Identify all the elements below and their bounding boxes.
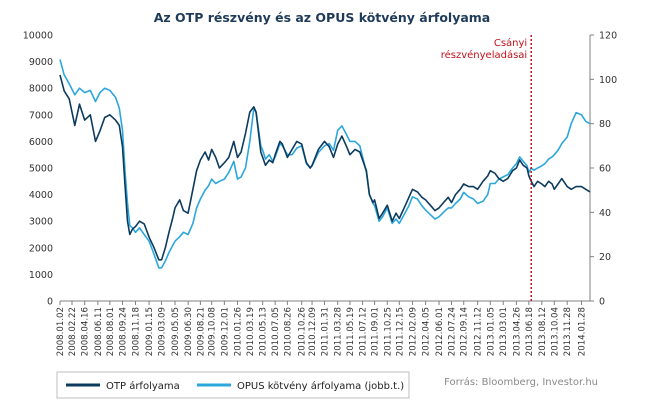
x-tick-label: 2009.12.01 — [220, 307, 230, 356]
x-tick-label: 2008.11.18 — [131, 307, 141, 356]
y-left-tick-label: 1000 — [29, 270, 53, 281]
x-tick-label: 2009.06.30 — [184, 307, 194, 356]
annotation-text-line-1: Csányi — [494, 37, 527, 49]
x-tick-label: 2010.01.26 — [234, 307, 244, 356]
legend-label-opus: OPUS kötvény árfolyama (jobb.t.) — [237, 380, 404, 392]
source-note: Forrás: Bloomberg, Investor.hu — [444, 376, 598, 388]
y-left-tick-label: 8000 — [29, 84, 53, 95]
x-tick-label: 2013.11.28 — [563, 307, 573, 356]
x-tick-label: 2009.08.21 — [196, 307, 206, 356]
y-right-tick-label: 0 — [599, 297, 605, 308]
x-tick-label: 2010.12.09 — [308, 307, 318, 356]
y-right-tick-label: 40 — [599, 208, 611, 219]
x-tick-label: 2014.01.28 — [578, 307, 588, 356]
x-tick-label: 2011.03.28 — [334, 307, 344, 356]
x-tick-label: 2008.02.22 — [68, 307, 78, 356]
x-tick-label: 2010.05.13 — [259, 307, 269, 356]
y-left-tick-label: 7000 — [29, 110, 53, 121]
x-tick-label: 2013.01.05 — [486, 307, 496, 356]
x-tick-label: 2008.01.02 — [56, 307, 66, 356]
x-ticks: 2008.01.02 2008.02.22 2008.04.16 2008.06.11… — [56, 301, 588, 356]
x-tick-label: 2010.03.19 — [246, 307, 256, 356]
x-tick-label: 2008.09.24 — [119, 307, 129, 356]
x-tick-label: 2009.01.15 — [145, 307, 155, 356]
legend-box — [56, 371, 410, 399]
y-right-tick-label: 20 — [599, 252, 611, 263]
x-tick-label: 2011.12.15 — [395, 307, 405, 356]
legend-label-otp: OTP árfolyama — [106, 380, 180, 392]
series-line-otp — [59, 74, 591, 261]
x-tick-label: 2013.04.26 — [512, 307, 522, 356]
x-tick-label: 2009.03.09 — [158, 307, 168, 356]
x-tick-label: 2009.05.05 — [171, 307, 181, 356]
y-right-ticks: 0 20 40 60 80 100 120 — [590, 31, 617, 308]
x-tick-label: 2011.07.12 — [359, 307, 369, 356]
x-tick-label: 2008.08.01 — [106, 307, 116, 356]
x-tick-label: 2011.10.25 — [383, 307, 393, 356]
y-left-ticks: 0 1000 2000 3000 4000 5000 6000 7000 8000 9000 100… — [23, 31, 53, 308]
x-tick-label: 2011.01.31 — [321, 307, 331, 356]
x-tick-label: 2011.05.19 — [346, 307, 356, 356]
plot-area: 0100020003000400050006000700080009000100… — [23, 31, 617, 357]
y-left-tick-label: 0 — [47, 297, 53, 308]
y-right-tick-label: 60 — [599, 164, 611, 175]
x-tick-label: 2008.06.11 — [94, 307, 104, 356]
legend: OTP árfolyama OPUS kötvény árfolyama (jo… — [56, 371, 410, 399]
x-tick-label: 2012.06.01 — [435, 307, 445, 356]
x-tick-label: 2012.11.12 — [474, 307, 484, 356]
annotation-text-line-2: részvényeladásai — [441, 49, 527, 61]
x-tick-label: 2010.08.26 — [283, 307, 293, 356]
chart-title: Az OTP részvény és az OPUS kötvény árfol… — [154, 10, 491, 25]
x-tick-label: 2012.02.09 — [408, 307, 418, 356]
x-tick-label: 2012.07.24 — [448, 307, 458, 356]
y-right-tick-label: 120 — [599, 31, 617, 42]
y-left-tick-label: 4000 — [29, 190, 53, 201]
y-left-tick-label: 9000 — [29, 57, 53, 68]
y-left-tick-label: 6000 — [29, 137, 53, 148]
x-tick-label: 2013.06.18 — [525, 307, 535, 356]
y-left-tick-label: 2000 — [29, 243, 53, 254]
y-left-tick-label: 10000 — [23, 31, 53, 42]
y-right-tick-label: 80 — [599, 119, 611, 130]
y-right-tick-label: 100 — [599, 75, 617, 86]
series-line-opus — [59, 59, 591, 269]
x-tick-label: 2013.03.01 — [499, 307, 509, 356]
x-tick-label: 2008.04.16 — [81, 307, 91, 356]
x-tick-label: 2013.10.04 — [550, 307, 560, 356]
x-tick-label: 2010.10.26 — [298, 307, 308, 356]
x-tick-label: 2010.07.05 — [271, 307, 281, 356]
y-left-tick-label: 5000 — [29, 164, 53, 175]
series-group — [59, 59, 591, 269]
annotation: Csányi részvényeladásai — [441, 35, 532, 301]
x-tick-label: 2009.10.08 — [208, 307, 218, 356]
x-tick-label: 2011.09.01 — [371, 307, 381, 356]
x-tick-label: 2013.08.12 — [538, 307, 548, 356]
x-tick-label: 2012.09.14 — [460, 307, 470, 356]
x-tick-label: 2012.04.05 — [422, 307, 432, 356]
y-left-tick-label: 3000 — [29, 217, 53, 228]
